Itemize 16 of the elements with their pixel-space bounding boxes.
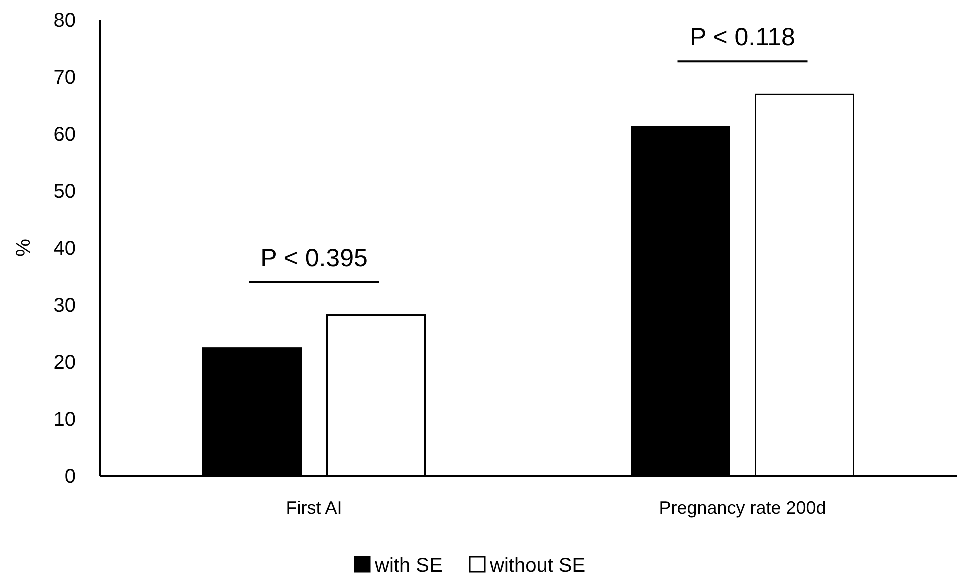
y-tick-label: 40 [54, 238, 76, 260]
legend-label: with SE [374, 555, 443, 577]
y-axis-title: % [13, 238, 35, 257]
y-tick-label: 50 [54, 181, 76, 203]
y-tick-label: 70 [54, 67, 76, 89]
annotation: P < 0.118 [690, 24, 796, 52]
y-tick-label: 30 [54, 295, 76, 317]
y-tick-label: 0 [64, 466, 76, 488]
x-tick-label: Pregnancy rate 200d [659, 498, 826, 518]
y-tick-label: 80 [54, 10, 76, 32]
x-tick-label: First AI [286, 498, 342, 518]
y-tick-label: 60 [54, 124, 76, 146]
annotation: P < 0.395 [260, 244, 368, 272]
legend-label: without SE [489, 555, 586, 577]
y-tick-label: 20 [54, 352, 76, 374]
y-tick-label: 10 [54, 409, 76, 431]
